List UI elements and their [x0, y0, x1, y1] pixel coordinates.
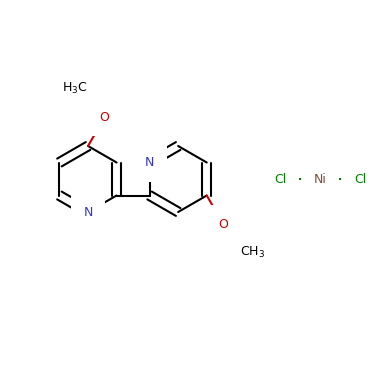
- Text: H$_3$C: H$_3$C: [63, 81, 88, 96]
- Text: O: O: [100, 111, 109, 124]
- Text: N: N: [83, 206, 93, 219]
- Text: Ni: Ni: [314, 173, 326, 186]
- Text: H: H: [83, 82, 93, 95]
- Text: N: N: [145, 156, 154, 169]
- Text: Cl: Cl: [354, 173, 366, 186]
- Text: CH$_3$: CH$_3$: [240, 245, 265, 260]
- Text: O: O: [218, 217, 228, 231]
- Text: Cl: Cl: [274, 173, 286, 186]
